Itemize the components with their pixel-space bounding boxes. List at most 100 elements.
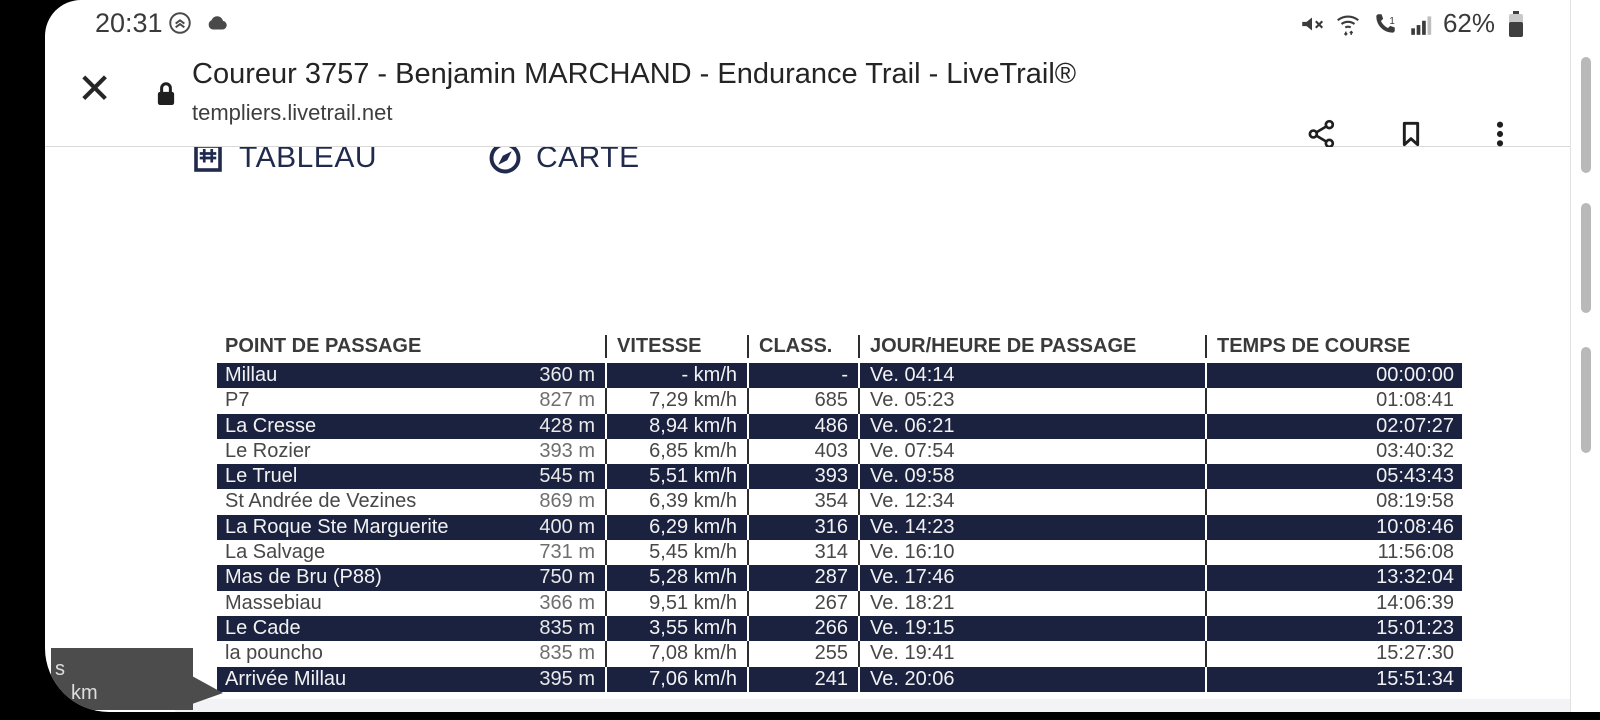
table-row: P7 827 m 7,29 km/h 685 Ve. 05:23 01:08:4… [217,388,1462,414]
checkpoint-speed: 9,51 km/h [605,590,747,616]
checkpoint-name: Massebiau [225,591,322,614]
checkpoint-rank: 266 [747,615,858,642]
checkpoint-day-time: Ve. 12:34 [858,489,1205,515]
checkpoint-day-time: Ve. 20:06 [858,666,1205,692]
table-row: Le Rozier 393 m 6,85 km/h 403 Ve. 07:54 … [217,438,1462,465]
scrollbar-segment[interactable] [1581,57,1591,173]
checkpoint-rank: 316 [747,514,858,541]
bookmark-icon[interactable] [1395,118,1427,150]
checkpoint-speed: 5,51 km/h [605,464,747,490]
tab-tableau[interactable]: TABLEAU [190,147,377,176]
checkpoint-speed: 6,85 km/h [605,438,747,465]
checkpoint-speed: 6,29 km/h [605,514,747,541]
checkpoint-race-time: 10:08:46 [1205,514,1462,541]
checkpoint-rank: - [747,363,858,389]
share-icon[interactable] [1306,118,1338,150]
checkpoint-speed: - km/h [605,363,747,389]
checkpoint-speed: 8,94 km/h [605,413,747,439]
checkpoint-speed: 7,29 km/h [605,388,747,414]
checkpoint-speed: 7,06 km/h [605,666,747,692]
tab-carte[interactable]: CARTE [487,147,640,176]
checkpoint-day-time: Ve. 16:10 [858,540,1205,566]
table-row: La Roque Ste Marguerite 400 m 6,29 km/h … [217,514,1462,541]
checkpoint-race-time: 13:32:04 [1205,565,1462,591]
close-icon[interactable]: ✕ [77,65,113,112]
phone-screen: 20:31 1 [45,0,1600,712]
checkpoint-speed: 5,28 km/h [605,565,747,591]
browser-header: ✕ Coureur 3757 - Benjamin MARCHAND - End… [45,46,1570,150]
checkpoint-name: Mas de Bru (P88) [225,566,382,589]
checkpoint-name: Le Truel [225,465,298,488]
checkpoint-day-time: Ve. 04:14 [858,363,1205,389]
checkpoint-name: Le Rozier [225,439,311,462]
checkpoint-rank: 393 [747,464,858,490]
scrollbar-segment[interactable] [1581,347,1591,453]
tooltip-km-label: km [71,682,98,704]
checkpoint-altitude: 835 m [539,616,595,639]
col-header-point-de-passage: POINT DE PASSAGE [225,335,422,357]
page-url: templiers.livetrail.net [192,100,393,125]
kebab-menu-icon[interactable] [1484,118,1516,150]
lock-icon[interactable] [151,78,181,112]
checkpoint-altitude: 366 m [539,591,595,614]
checkpoint-rank: 403 [747,438,858,465]
checkpoint-altitude: 428 m [539,414,595,437]
checkpoint-name: La Salvage [225,541,326,564]
checkpoint-day-time: Ve. 18:21 [858,590,1205,616]
checkpoint-race-time: 02:07:27 [1205,413,1462,439]
table-row: St Andrée de Vezines 869 m 6,39 km/h 354… [217,489,1462,515]
scrollbar-segment[interactable] [1581,203,1591,313]
table-grid-icon [190,147,226,176]
battery-percent: 62% [1442,8,1495,38]
distance-tooltip: s km [51,648,223,710]
table-row: La Salvage 731 m 5,45 km/h 314 Ve. 16:10… [217,540,1462,566]
checkpoint-altitude: 827 m [539,389,595,412]
view-tabs: TABLEAU CARTE [45,147,1570,183]
battery-icon [1504,9,1528,39]
signal-icon [1408,11,1434,37]
checkpoint-rank: 685 [747,388,858,414]
checkpoint-altitude: 750 m [539,566,595,589]
checkpoint-day-time: Ve. 19:15 [858,615,1205,642]
checkpoint-rank: 241 [747,666,858,692]
checkpoint-speed: 6,39 km/h [605,489,747,515]
table-row: Arrivée Millau 395 m 7,06 km/h 241 Ve. 2… [217,666,1462,692]
clock: 20:31 [95,8,163,38]
checkpoint-day-time: Ve. 06:21 [858,413,1205,439]
checkpoint-race-time: 05:43:43 [1205,464,1462,490]
checkpoint-speed: 3,55 km/h [605,615,747,642]
compass-icon [487,147,523,176]
checkpoint-race-time: 11:56:08 [1205,540,1462,566]
checkpoint-altitude: 731 m [539,541,595,564]
checkpoint-name: La Cresse [225,414,317,437]
checkpoint-race-time: 15:01:23 [1205,615,1462,642]
cloud-icon [203,10,233,36]
checkpoint-speed: 7,08 km/h [605,641,747,667]
table-row: Le Truel 545 m 5,51 km/h 393 Ve. 09:58 0… [217,464,1462,490]
checkpoint-day-time: Ve. 17:46 [858,565,1205,591]
page-title: Coureur 3757 - Benjamin MARCHAND - Endur… [192,58,1077,90]
col-header-class: CLASS. [747,335,858,358]
table-row: Massebiau 366 m 9,51 km/h 267 Ve. 18:21 … [217,590,1462,616]
mute-icon [1299,11,1325,37]
checkpoint-race-time: 03:40:32 [1205,438,1462,465]
notification-circle-icon [167,10,193,36]
checkpoint-altitude: 395 m [539,667,595,690]
wifi-calling-icon: 1 [1371,11,1399,37]
table-row: La Cresse 428 m 8,94 km/h 486 Ve. 06:21 … [217,413,1462,439]
checkpoint-day-time: Ve. 09:58 [858,464,1205,490]
checkpoint-speed: 5,45 km/h [605,540,747,566]
tooltip-text-fragment: s [55,658,65,680]
checkpoint-name: La Roque Ste Marguerite [225,515,449,538]
checkpoint-altitude: 400 m [539,515,595,538]
content-edge-divider [1570,0,1571,712]
table-row: la pouncho 835 m 7,08 km/h 255 Ve. 19:41… [217,641,1462,667]
checkpoint-rank: 287 [747,565,858,591]
table-header-row: POINT DE PASSAGE VITESSE CLASS. JOUR/HEU… [217,318,1462,363]
col-header-temps-course: TEMPS DE COURSE [1205,335,1462,358]
checkpoint-race-time: 08:19:58 [1205,489,1462,515]
checkpoint-day-time: Ve. 05:23 [858,388,1205,414]
checkpoint-day-time: Ve. 07:54 [858,438,1205,465]
table-row: Millau 360 m - km/h - Ve. 04:14 00:00:00 [217,363,1462,389]
checkpoint-race-time: 14:06:39 [1205,590,1462,616]
